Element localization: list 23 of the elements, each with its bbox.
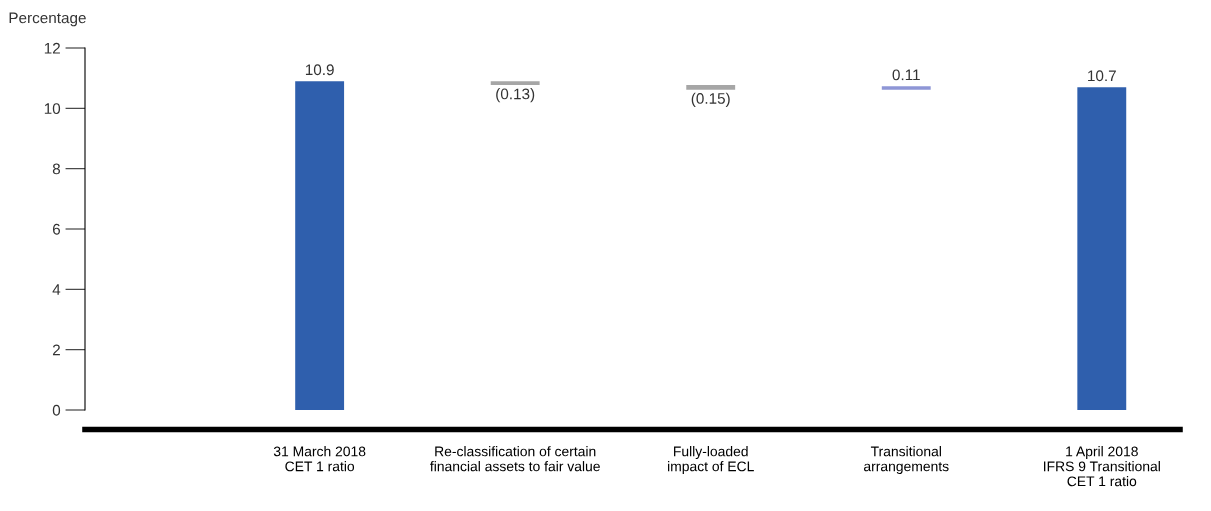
- bar: [1077, 87, 1127, 410]
- bar: [490, 81, 540, 86]
- y-tick-label: 6: [52, 223, 61, 235]
- data-label: 10.9: [305, 64, 334, 76]
- y-tick-label: 0: [52, 404, 61, 416]
- x-tick-label: 1 April 2018 IFRS 9 Transitional CET 1 ratio: [1044, 446, 1160, 487]
- y-tick-label: 12: [44, 42, 60, 54]
- y-tick-label: 4: [52, 284, 61, 295]
- y-axis-title: Percentage: [9, 12, 86, 27]
- bar: [881, 86, 931, 90]
- y-tick-label: 2: [52, 344, 60, 356]
- data-label: (0.13): [496, 88, 535, 103]
- x-tick-label: Re-classification of certain financial assets to fair value: [430, 446, 600, 472]
- x-tick-label: Fully-loaded impact of ECL: [668, 446, 754, 475]
- data-label: (0.15): [691, 92, 730, 107]
- x-tick-label: Transitional arrangements: [864, 446, 949, 475]
- y-tick-label: 8: [52, 163, 61, 175]
- data-label: 0.11: [892, 69, 920, 81]
- bar: [295, 81, 345, 410]
- data-label: 10.7: [1088, 70, 1116, 82]
- bar: [686, 85, 736, 90]
- y-tick-label: 10: [44, 103, 61, 115]
- x-tick-label: 31 March 2018 CET 1 ratio: [273, 446, 366, 472]
